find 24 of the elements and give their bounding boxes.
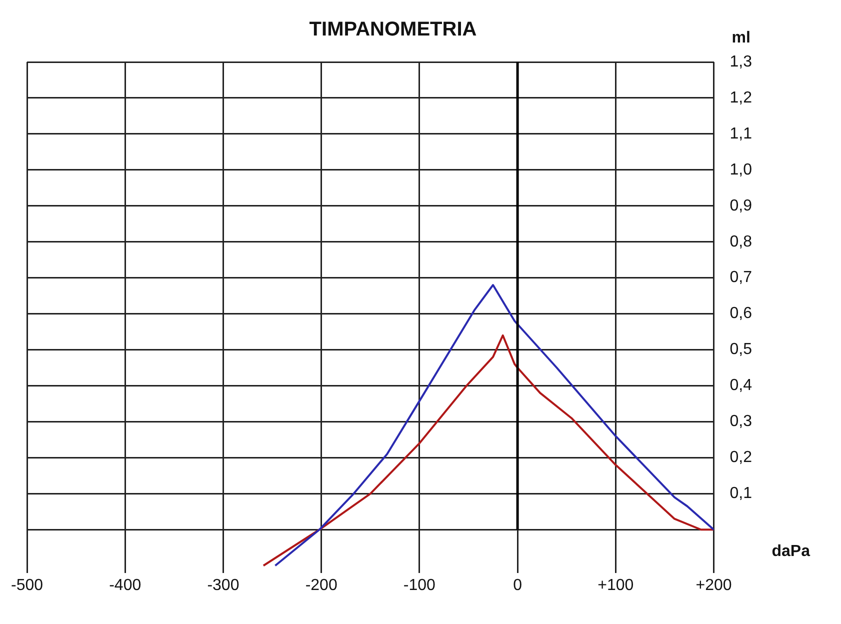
x-tick-label: 0 [513, 576, 522, 594]
x-tick-label: +200 [696, 576, 732, 594]
y-tick-label: 0,1 [730, 485, 752, 502]
y-tick-label: 0,8 [730, 233, 752, 250]
y-tick-label: 0,6 [730, 305, 752, 322]
y-tick-label: 0,7 [730, 269, 752, 286]
y-tick-label: 1,3 [730, 53, 752, 70]
x-tick-label: +100 [598, 576, 634, 594]
y-tick-label: 0,9 [730, 197, 752, 214]
x-tick-label: -100 [403, 576, 436, 594]
y-tick-label: 1,0 [730, 161, 752, 178]
x-axis-title: daPa [772, 543, 810, 560]
y-tick-label: 0,3 [730, 413, 752, 430]
x-tick-label: -200 [305, 576, 338, 594]
y-axis-title: ml [732, 29, 750, 46]
y-tick-label: 0,2 [730, 449, 752, 466]
x-tick-label: -400 [109, 576, 142, 594]
y-tick-label: 0,4 [730, 377, 752, 394]
y-tick-label: 1,1 [730, 125, 752, 142]
y-tick-label: 1,2 [730, 89, 752, 106]
chart-title: TIMPANOMETRIA [309, 18, 477, 41]
x-tick-label: -300 [207, 576, 240, 594]
x-tick-label: -500 [10, 576, 44, 594]
y-tick-label: 0,5 [730, 341, 752, 358]
